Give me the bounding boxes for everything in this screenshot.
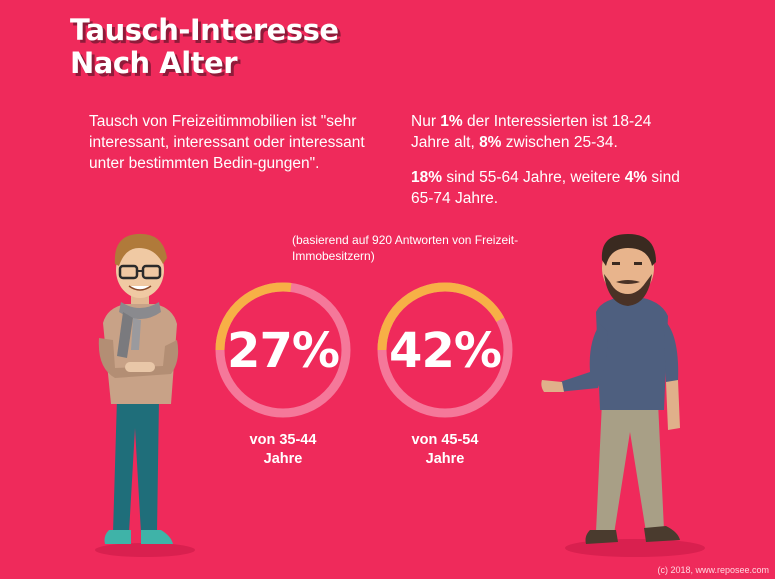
- highlight-value: 8%: [479, 134, 502, 151]
- donut-caption-45-54: von 45-54 Jahre: [385, 431, 505, 469]
- highlight-value: 4%: [624, 169, 648, 186]
- text-segment: sind 65-74 Jahre.: [411, 169, 680, 207]
- text-segment: der Interessierten ist 18-24 Jahre alt,: [411, 113, 652, 151]
- page-title: Tausch-Interesse Nach Alter: [70, 14, 339, 80]
- caption-line-1: von 35-44: [249, 432, 317, 448]
- text-segment: zwischen 25-34.: [501, 134, 618, 151]
- highlight-value: 1%: [440, 113, 463, 130]
- intro-left-text: Tausch von Freizeitimmobilien ist "sehr …: [89, 113, 365, 172]
- highlight-value: 18%: [411, 169, 443, 186]
- bearded-man-illustration: [541, 234, 705, 557]
- caption-line-2: Jahre: [425, 451, 465, 467]
- title-line-2: Nach Alter: [70, 46, 237, 80]
- text-segment: sind 55-64 Jahre, weitere: [442, 169, 625, 186]
- donut-arc-1: [377, 282, 513, 418]
- intro-right-paragraph-2: 18% sind 55-64 Jahre, weitere 4% sind 65…: [411, 167, 691, 209]
- caption-line-1: von 45-54: [411, 432, 479, 448]
- title-line-1: Tausch-Interesse: [70, 13, 339, 47]
- copyright-footer: (c) 2018, www.reposee.com: [657, 565, 769, 575]
- source-note: (basierend auf 920 Antworten von Freizei…: [292, 233, 519, 263]
- caption-line-2: Jahre: [263, 451, 303, 467]
- donut-caption-35-44: von 35-44 Jahre: [223, 431, 343, 469]
- donut-value-label-35-44: 27%: [227, 323, 340, 379]
- intro-right-text: Nur 1% der Interessierten ist 18-24 Jahr…: [411, 111, 691, 223]
- young-man-illustration: [95, 233, 195, 557]
- donut-arc-0: [215, 282, 351, 418]
- intro-right-paragraph-1: Nur 1% der Interessierten ist 18-24 Jahr…: [411, 111, 691, 153]
- text-segment: Nur: [411, 113, 441, 130]
- donut-value-label-45-54: 42%: [389, 323, 502, 379]
